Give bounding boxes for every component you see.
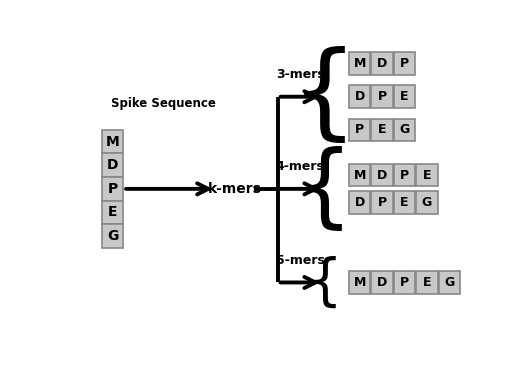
Text: 5-mers: 5-mers (276, 254, 325, 267)
FancyBboxPatch shape (394, 119, 415, 141)
Text: P: P (378, 90, 387, 103)
FancyBboxPatch shape (394, 271, 415, 294)
FancyBboxPatch shape (394, 191, 415, 214)
FancyBboxPatch shape (102, 177, 123, 201)
FancyBboxPatch shape (371, 164, 393, 186)
Text: G: G (444, 276, 454, 289)
FancyBboxPatch shape (417, 271, 438, 294)
FancyBboxPatch shape (349, 119, 370, 141)
Text: P: P (400, 57, 409, 70)
Text: k-mers: k-mers (208, 182, 262, 196)
Text: E: E (400, 196, 409, 209)
FancyBboxPatch shape (371, 86, 393, 108)
Text: P: P (400, 276, 409, 289)
FancyBboxPatch shape (417, 164, 438, 186)
Text: G: G (399, 123, 410, 137)
Text: M: M (353, 169, 366, 182)
FancyBboxPatch shape (439, 271, 460, 294)
FancyBboxPatch shape (371, 271, 393, 294)
FancyBboxPatch shape (371, 52, 393, 75)
Text: D: D (355, 90, 365, 103)
FancyBboxPatch shape (394, 52, 415, 75)
Text: P: P (107, 182, 118, 196)
Text: M: M (353, 276, 366, 289)
FancyBboxPatch shape (394, 164, 415, 186)
Text: Spike Sequence: Spike Sequence (110, 96, 216, 110)
FancyBboxPatch shape (102, 130, 123, 153)
Text: E: E (108, 205, 117, 220)
Text: 3-mers: 3-mers (276, 68, 325, 81)
Text: G: G (107, 229, 118, 243)
FancyBboxPatch shape (349, 86, 370, 108)
Text: P: P (400, 169, 409, 182)
FancyBboxPatch shape (349, 164, 370, 186)
Text: 4-mers: 4-mers (276, 160, 325, 173)
Text: D: D (355, 196, 365, 209)
FancyBboxPatch shape (102, 224, 123, 248)
FancyBboxPatch shape (349, 271, 370, 294)
Text: D: D (107, 158, 118, 172)
Text: E: E (400, 90, 409, 103)
Text: {: { (296, 145, 353, 233)
Text: D: D (377, 276, 387, 289)
Text: D: D (377, 169, 387, 182)
Text: E: E (423, 276, 431, 289)
Text: {: { (291, 46, 358, 148)
Text: M: M (106, 135, 119, 148)
Text: E: E (378, 123, 386, 137)
FancyBboxPatch shape (417, 191, 438, 214)
FancyBboxPatch shape (394, 86, 415, 108)
FancyBboxPatch shape (102, 201, 123, 224)
Text: P: P (355, 123, 364, 137)
Text: P: P (378, 196, 387, 209)
Text: D: D (377, 57, 387, 70)
Text: G: G (422, 196, 432, 209)
Text: {: { (307, 255, 342, 309)
Text: M: M (353, 57, 366, 70)
FancyBboxPatch shape (371, 119, 393, 141)
FancyBboxPatch shape (349, 191, 370, 214)
FancyBboxPatch shape (371, 191, 393, 214)
FancyBboxPatch shape (102, 153, 123, 177)
FancyBboxPatch shape (349, 52, 370, 75)
Text: E: E (423, 169, 431, 182)
